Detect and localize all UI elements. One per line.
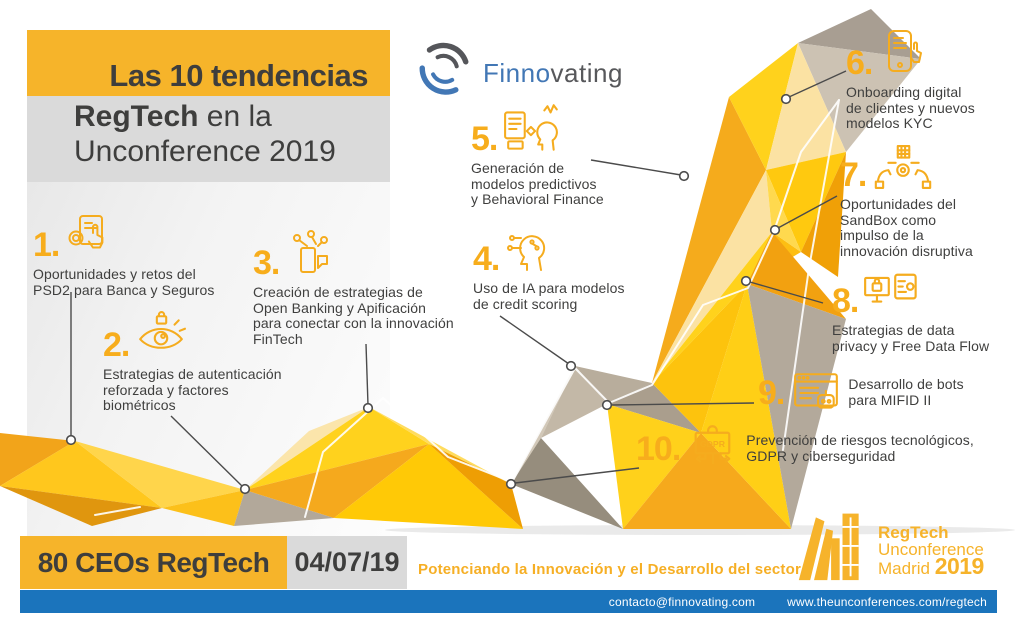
white-ridge-line — [94, 99, 840, 518]
date-bar: 04/07/19 — [287, 536, 407, 589]
event-logo-line2: Unconference — [878, 540, 984, 559]
item-text: Estrategias de autenticación reforzada y… — [103, 366, 282, 414]
stat-text: 80 CEOs RegTech — [37, 546, 270, 578]
ai-head-icon — [507, 235, 546, 271]
item-number: 4. — [473, 240, 500, 279]
open-banking-api-icon — [293, 230, 329, 273]
trend-item-4: 4. Uso de IA para modelos de credit scor… — [473, 226, 658, 312]
item-number: 8. — [832, 282, 859, 321]
item-text: Estrategias de data privacy y Free Data … — [832, 322, 990, 354]
item-number: 1. — [33, 226, 60, 265]
item-text: Onboarding digital de clientes y nuevos … — [846, 84, 975, 132]
title-line2: RegTech en la — [74, 100, 390, 135]
onboarding-phone-icon — [888, 30, 923, 72]
event-logo-text: RegTech Unconference Madrid 2019 — [878, 524, 984, 586]
psd2-touch-icon — [68, 215, 104, 249]
event-logo-year: 2019 — [934, 553, 985, 579]
trend-item-6: 6. Onboarding digital de clientes y nuev… — [846, 28, 1014, 132]
gdpr-icon-label: GDPR — [700, 439, 726, 449]
finnovating-wordmark: Finnovating — [483, 58, 623, 98]
item-text: Oportunidades y retos del PSD2 para Banc… — [33, 266, 215, 298]
predictive-models-icon — [504, 104, 559, 151]
item-text: Oportunidades del SandBox como impulso d… — [840, 196, 973, 260]
trend-item-1: 1. Oportunidades y retos del PSD2 para B… — [33, 212, 238, 298]
gdpr-monitor-icon: GDPR — [694, 425, 731, 465]
contact-website: www.theunconferences.com/regtech — [787, 594, 987, 609]
title-enla: en la — [198, 100, 272, 133]
item-number: 7. — [840, 156, 867, 195]
madrid-towers-icon — [798, 513, 859, 581]
finnovating-logo: Finnovating — [415, 40, 623, 98]
item-text: Uso de IA para modelos de credit scoring — [473, 280, 625, 312]
biometric-eye-icon — [139, 311, 187, 349]
title-line1-text: Las 10 tendencias — [109, 58, 368, 93]
regtech-unconference-logo: RegTech Unconference Madrid 2019 — [795, 502, 984, 586]
trend-item-8: 8. Estrategias de data privacy y Free Da… — [832, 270, 1020, 354]
item-number: 2. — [103, 326, 130, 365]
trend-item-7: 7. Oportunidades del SandBox como impuls… — [840, 144, 1018, 260]
title-regtech: RegTech — [74, 100, 199, 133]
trend-item-2: 2. Estrategias de autenticación reforzad… — [103, 310, 313, 414]
event-logo-line1: RegTech — [878, 523, 949, 542]
item-number: 9. — [758, 373, 785, 412]
connector-markers — [65, 93, 792, 495]
brand-blue-part: Finno — [483, 58, 551, 88]
sandbox-hands-icon — [875, 145, 932, 189]
stat-bar: 80 CEOs RegTech — [20, 536, 287, 589]
trend-item-5: 5. Generación de modelos predictivos y B… — [471, 104, 646, 208]
data-privacy-icon — [864, 273, 918, 303]
event-logo-line3: Madrid 2019 — [878, 555, 984, 578]
item-number: 6. — [846, 44, 873, 83]
contact-email: contacto@finnovating.com — [608, 594, 756, 609]
item-text: Generación de modelos predictivos y Beha… — [471, 160, 604, 208]
trend-item-10: 10. GDPR Prevención de riesgos tecnológi… — [636, 424, 974, 474]
trend-item-3: 3. Creación de estrategias de Open Banki… — [253, 230, 481, 348]
title-line1: Las 10 tendencias — [27, 30, 390, 96]
item-number: 3. — [253, 244, 280, 283]
item-number: 10. — [636, 429, 681, 468]
tagline: Potenciando la Innovación y el Desarroll… — [418, 561, 802, 578]
connector-lines — [70, 70, 847, 488]
mifid-bot-icon — [794, 373, 839, 409]
item-number: 5. — [471, 120, 498, 159]
brand-gray-part: vating — [550, 58, 623, 88]
event-logo-city: Madrid — [878, 559, 935, 578]
item-text: Desarrollo de bots para MIFID II — [848, 376, 964, 408]
item-text: Prevención de riesgos tecnológicos, GDPR… — [746, 432, 974, 464]
trend-item-9: 9. Desarrollo de bots para MIFID II — [758, 370, 964, 416]
item-text: Creación de estrategias de Open Banking … — [253, 284, 454, 348]
title-lines: RegTech en la Unconference 2019 — [27, 96, 390, 182]
finnovating-swirl-icon — [419, 42, 469, 95]
title-line3: Unconference 2019 — [74, 134, 336, 168]
date-text: 04/07/19 — [294, 547, 400, 577]
contact-bar: contacto@finnovating.com www.theunconfer… — [20, 590, 997, 613]
